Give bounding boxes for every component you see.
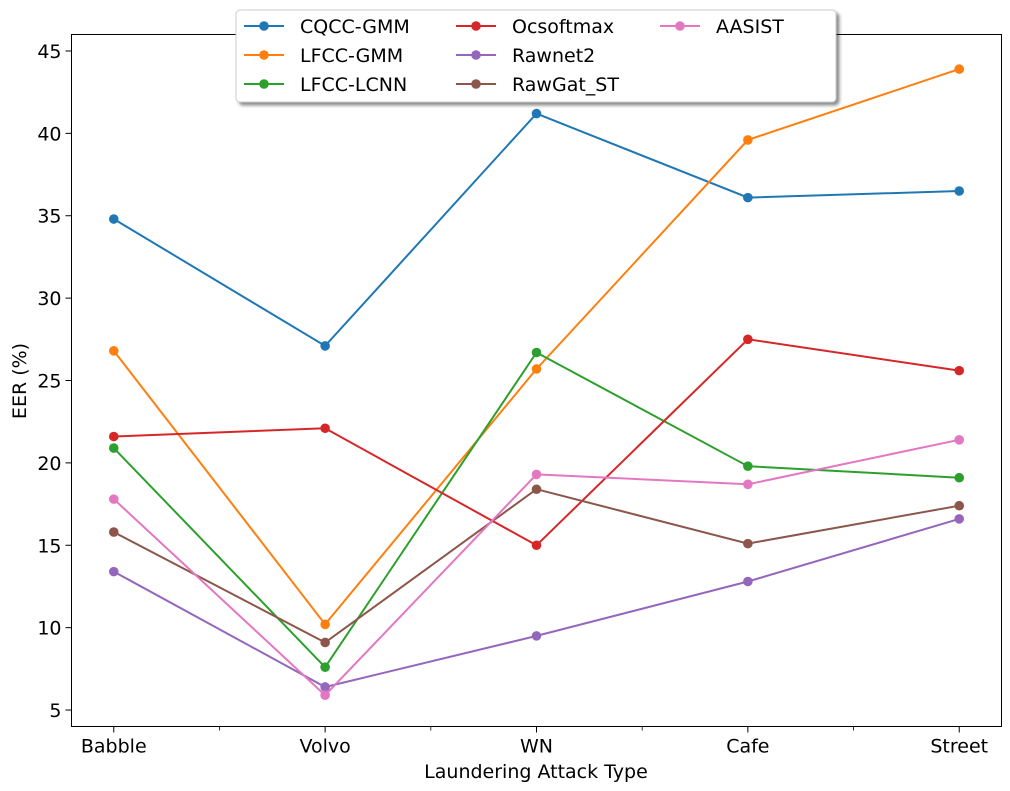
data-point bbox=[954, 435, 965, 445]
data-point bbox=[531, 364, 542, 374]
y-axis-title: EER (%) bbox=[9, 343, 31, 419]
data-point bbox=[108, 346, 119, 356]
data-point bbox=[743, 334, 753, 345]
data-point bbox=[108, 494, 119, 504]
data-point bbox=[954, 472, 965, 483]
legend-marker bbox=[471, 50, 481, 60]
data-point bbox=[108, 214, 119, 224]
data-point bbox=[954, 64, 965, 74]
x-tick-label: Street bbox=[930, 736, 988, 758]
data-point bbox=[531, 469, 542, 480]
legend-item: Rawnet2 bbox=[456, 45, 595, 67]
data-point bbox=[531, 540, 542, 551]
legend-item: LFCC-LCNN bbox=[244, 74, 407, 96]
axis-ticks: 5 10 15 20 25 30 35 40 45 Babble Volvo WN Cafe Street bbox=[37, 41, 988, 758]
data-point bbox=[743, 135, 753, 145]
legend-item: LFCC-GMM bbox=[244, 45, 403, 67]
y-tick-label: 30 bbox=[37, 288, 61, 310]
legend-marker bbox=[471, 21, 481, 31]
legend-marker bbox=[471, 79, 481, 89]
legend-marker bbox=[259, 79, 269, 89]
legend-label: CQCC-GMM bbox=[300, 16, 410, 38]
legend-label: Ocsoftmax bbox=[512, 16, 614, 38]
data-point bbox=[743, 479, 753, 490]
data-point bbox=[954, 365, 965, 376]
data-point bbox=[531, 347, 542, 358]
legend-label: LFCC-LCNN bbox=[300, 74, 407, 96]
data-point bbox=[320, 637, 330, 648]
y-tick-label: 10 bbox=[37, 618, 61, 640]
legend-label: Rawnet2 bbox=[512, 45, 595, 67]
data-point bbox=[320, 690, 330, 700]
data-point bbox=[108, 431, 119, 442]
legend-item: AASIST bbox=[660, 16, 784, 38]
series-line-2 bbox=[113, 351, 960, 669]
data-point bbox=[531, 631, 542, 641]
x-tick-label: WN bbox=[520, 736, 553, 758]
legend-marker bbox=[259, 50, 269, 60]
y-tick-label: 45 bbox=[37, 41, 61, 63]
legend-label: LFCC-GMM bbox=[300, 45, 403, 67]
y-tick-label: 5 bbox=[49, 700, 61, 722]
data-point bbox=[320, 341, 330, 351]
series-lines bbox=[108, 64, 965, 700]
legend-label: AASIST bbox=[716, 16, 784, 38]
data-point bbox=[108, 566, 119, 577]
y-tick-label: 15 bbox=[37, 535, 61, 557]
y-tick-label: 35 bbox=[37, 206, 61, 228]
legend-marker bbox=[675, 21, 685, 31]
data-point bbox=[108, 443, 119, 453]
legend-box bbox=[235, 9, 837, 103]
data-point bbox=[954, 186, 965, 196]
data-point bbox=[743, 461, 753, 471]
data-point bbox=[320, 662, 330, 672]
data-point bbox=[531, 108, 542, 119]
y-tick-label: 20 bbox=[37, 453, 61, 475]
data-point bbox=[320, 423, 330, 434]
data-point bbox=[954, 514, 965, 524]
plot-area-frame bbox=[71, 34, 1002, 727]
legend-item: RawGat_ST bbox=[456, 74, 619, 96]
legend-item: CQCC-GMM bbox=[244, 16, 410, 38]
data-point bbox=[954, 500, 965, 511]
legend-marker bbox=[259, 21, 269, 31]
data-point bbox=[743, 576, 753, 587]
data-point bbox=[320, 682, 330, 692]
data-point bbox=[743, 538, 753, 549]
x-tick-label: Babble bbox=[81, 736, 147, 758]
series-line-5 bbox=[113, 488, 960, 644]
y-tick-label: 40 bbox=[37, 123, 61, 145]
x-axis-title: Laundering Attack Type bbox=[424, 761, 648, 783]
legend-label: RawGat_ST bbox=[512, 74, 619, 96]
legend-item: Ocsoftmax bbox=[456, 16, 614, 38]
series-line-0 bbox=[113, 112, 960, 348]
data-point bbox=[531, 484, 542, 495]
x-tick-label: Cafe bbox=[726, 736, 769, 758]
y-tick-label: 25 bbox=[37, 371, 61, 393]
data-point bbox=[108, 527, 119, 537]
data-point bbox=[743, 192, 753, 203]
data-point bbox=[320, 619, 330, 630]
x-tick-label: Volvo bbox=[299, 736, 350, 758]
legend: CQCC-GMM LFCC-GMM LFCC-LCNN Ocsoftmax Rawnet… bbox=[235, 9, 837, 103]
